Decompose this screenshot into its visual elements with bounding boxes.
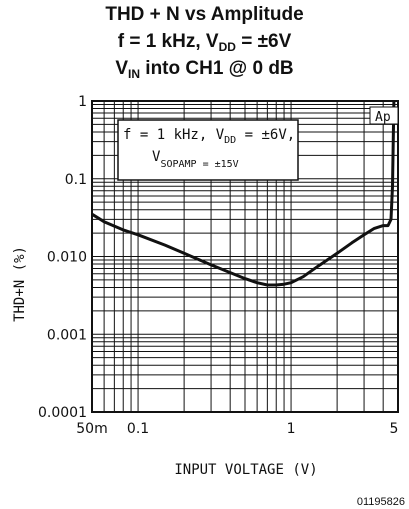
title-line-2-suffix: = ±6V [235, 31, 292, 52]
annotation-line-1: f = 1 kHz, VDD = ±6V, [123, 127, 295, 146]
title-line-3-prefix: V [115, 58, 129, 79]
x-tick-label: 5 [390, 421, 399, 437]
figure-id: 01195826 [357, 496, 405, 508]
title-line-2-prefix: f = 1 kHz, V [117, 31, 219, 52]
chart-title-line-2: f = 1 kHz, VDD = ±6V [0, 30, 409, 54]
title-line-2-subscript: DD [218, 40, 236, 54]
annotation-box [117, 119, 299, 181]
annotation-line-2-sub: SOPAMP [160, 159, 196, 170]
chart-title-line-1: THD + N vs Amplitude [105, 4, 304, 25]
annotation-line-2: VSOPAMP = ±15V [152, 149, 239, 170]
annotation-line-1-prefix: f = 1 kHz, V [123, 127, 225, 143]
annotation-line-2-prefix: V [152, 149, 161, 165]
y-tick-label: 0.010 [47, 250, 87, 266]
annotation-line-1-sub: DD [224, 135, 236, 146]
tick-labels: 50m 0.1 1 5 1 0.1 0.010 0.001 0.0001 [38, 94, 398, 437]
title-line-3-subscript: IN [128, 67, 141, 81]
x-tick-label: 50m [76, 421, 107, 437]
plot-frame [91, 100, 399, 413]
x-tick-label: 1 [287, 421, 296, 437]
ap-badge [369, 106, 399, 125]
x-tick-label: 0.1 [127, 421, 149, 437]
x-axis-label: INPUT VOLTAGE (V) [174, 462, 317, 478]
title-line-3-suffix: into CH1 @ 0 dB [140, 58, 294, 79]
annotation-line-2-suffix: = ±15V [197, 159, 239, 170]
y-axis-label: THD+N (%) [12, 246, 28, 322]
y-tick-label: 1 [78, 94, 87, 110]
y-tick-label: 0.0001 [38, 405, 87, 421]
ap-label: Ap [375, 110, 391, 125]
y-tick-label: 0.001 [47, 327, 87, 343]
annotation-line-1-suffix: = ±6V, [236, 127, 295, 143]
chart-title-line-3: VIN into CH1 @ 0 dB [0, 57, 409, 81]
y-tick-label: 0.1 [65, 172, 87, 188]
thd-curve [91, 100, 396, 287]
